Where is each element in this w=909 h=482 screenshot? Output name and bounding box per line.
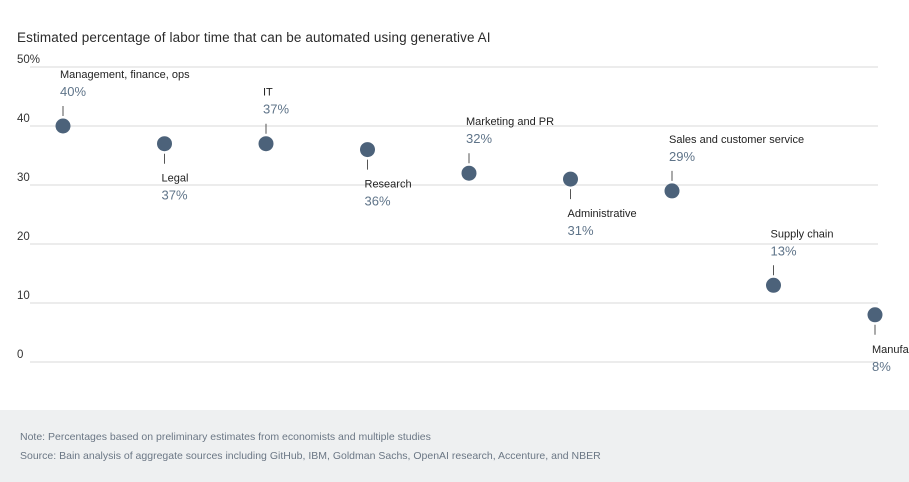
value-label: 31% <box>568 223 594 238</box>
scatter-plot: 0 10 20 30 40 50% 40% Management, finance, ops L… <box>17 54 909 374</box>
category-label: IT <box>263 87 273 99</box>
category-label: Marketing and PR <box>466 116 554 128</box>
data-point-marker <box>563 171 578 187</box>
category-label: Management, finance, ops <box>60 69 190 81</box>
value-label: 36% <box>365 194 391 209</box>
y-tick-label: 0 <box>17 349 23 361</box>
category-label: Legal <box>162 173 189 185</box>
value-label: 29% <box>669 149 695 164</box>
category-label: Manufacturing <box>872 344 909 356</box>
footer-note: Note: Percentages based on preliminary e… <box>20 431 431 443</box>
y-tick-label: 10 <box>17 290 30 302</box>
data-point-marker <box>867 307 883 323</box>
category-label: Administrative <box>568 208 637 220</box>
category-label: Research <box>365 179 412 191</box>
value-label: 8% <box>872 359 891 374</box>
chart-title: Estimated percentage of labor time that … <box>17 30 491 45</box>
y-tick-label: 20 <box>17 231 30 243</box>
data-point-marker <box>360 142 375 158</box>
y-tick-label: 30 <box>17 172 30 184</box>
data-point-marker <box>461 165 477 181</box>
data-point-marker <box>664 183 680 199</box>
category-label: Sales and customer service <box>669 134 804 146</box>
data-point-marker <box>766 277 781 293</box>
data-point-marker <box>258 136 274 152</box>
footer: Note: Percentages based on preliminary e… <box>0 410 909 482</box>
data-point-marker <box>157 136 172 152</box>
value-label: 32% <box>466 131 492 146</box>
y-tick-label: 40 <box>17 113 30 125</box>
value-label: 37% <box>162 188 188 203</box>
y-tick-label: 50% <box>17 54 40 66</box>
value-label: 13% <box>771 243 797 258</box>
footer-source: Source: Bain analysis of aggregate sourc… <box>20 450 601 462</box>
value-label: 37% <box>263 102 289 117</box>
category-label: Supply chain <box>771 228 834 240</box>
value-label: 40% <box>60 84 86 99</box>
chart-panel: Estimated percentage of labor time that … <box>17 30 909 374</box>
data-point-marker <box>55 118 71 134</box>
